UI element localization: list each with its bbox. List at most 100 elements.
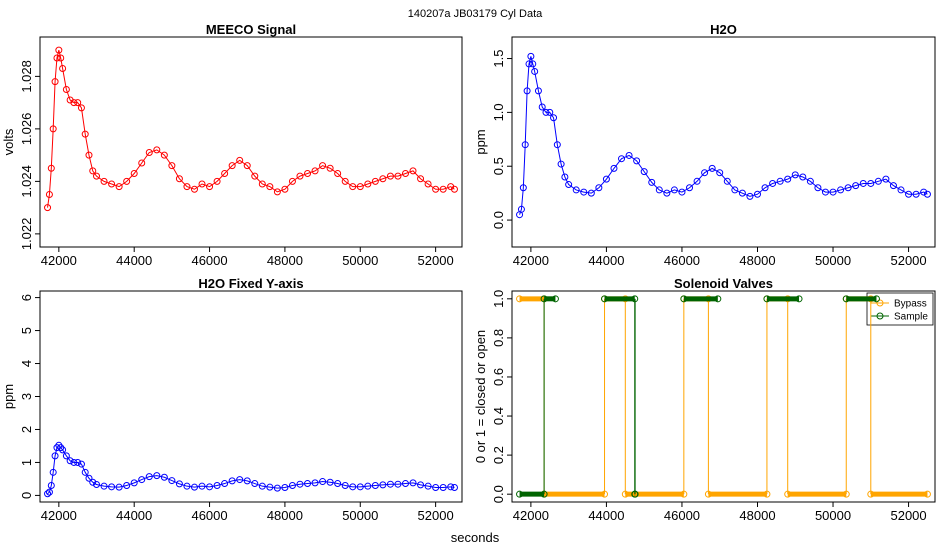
data-point	[527, 52, 535, 60]
data-point	[44, 490, 52, 498]
data-point	[74, 99, 82, 107]
data-point	[81, 468, 89, 476]
panel-solenoid-valves: Solenoid Valves 0 or 1 = closed or open …	[473, 276, 936, 523]
data-point	[62, 452, 70, 460]
data-point	[432, 185, 440, 193]
data-point	[160, 473, 168, 481]
data-point	[243, 162, 251, 170]
data-point	[206, 483, 214, 491]
y-tick-label: 5	[19, 327, 34, 334]
data-point	[784, 175, 792, 183]
data-point	[746, 192, 754, 200]
x-tick-label: 52000	[418, 508, 454, 523]
data-point	[521, 141, 529, 149]
data-point	[625, 151, 633, 159]
series-line	[519, 56, 928, 215]
y-axis-label: volts	[1, 128, 16, 155]
data-point	[59, 65, 67, 72]
data-point	[867, 179, 875, 187]
x-tick-label: 48000	[267, 253, 303, 268]
panel-meeco-signal: MEECO Signal volts 42000 44000 46000 48000 5…	[1, 22, 463, 268]
data-point	[882, 175, 890, 183]
data-point	[221, 480, 229, 488]
data-point	[763, 295, 771, 303]
data-point	[523, 87, 531, 95]
data-point	[89, 167, 97, 175]
data-point	[557, 160, 565, 168]
data-point	[670, 186, 678, 194]
data-point	[93, 481, 101, 489]
x-tick-label: 50000	[815, 253, 851, 268]
data-point	[519, 184, 527, 192]
data-point	[525, 60, 533, 68]
data-point	[409, 167, 417, 175]
data-point	[304, 480, 312, 488]
data-point	[55, 441, 63, 449]
panel-title: H2O Fixed Y-axis	[198, 276, 303, 291]
data-point	[852, 182, 860, 190]
data-point	[432, 483, 440, 491]
x-tick-label: 46000	[664, 253, 700, 268]
x-tick-label: 46000	[191, 253, 227, 268]
data-point	[130, 479, 138, 487]
data-point	[296, 480, 304, 488]
y-tick-label: 0.6	[491, 368, 506, 386]
data-point	[145, 149, 153, 156]
data-point	[379, 481, 387, 489]
data-point	[175, 480, 183, 488]
data-point	[236, 156, 244, 164]
data-point	[905, 190, 913, 198]
data-point	[326, 164, 334, 172]
data-point	[77, 104, 85, 112]
data-point	[920, 188, 928, 196]
data-point	[371, 482, 379, 490]
data-point	[243, 477, 251, 485]
data-point	[356, 483, 364, 491]
data-point	[799, 173, 807, 181]
data-point	[550, 114, 558, 122]
panel-title: Solenoid Valves	[674, 276, 773, 291]
data-point	[251, 172, 259, 180]
data-point	[686, 184, 694, 192]
x-tick-label: 44000	[116, 253, 152, 268]
data-point	[417, 481, 425, 489]
data-point	[288, 177, 296, 185]
data-point	[334, 170, 342, 177]
data-point	[356, 183, 364, 191]
data-point	[516, 490, 524, 498]
x-tick-label: 46000	[191, 508, 227, 523]
data-point	[281, 483, 289, 491]
data-point	[417, 175, 425, 183]
x-tick-label: 50000	[342, 253, 378, 268]
y-tick-label: 1.028	[19, 60, 34, 93]
data-point	[85, 151, 93, 159]
plot-area	[44, 46, 458, 212]
data-point	[190, 483, 198, 491]
data-point	[680, 295, 688, 303]
data-point	[206, 183, 214, 191]
data-point	[531, 67, 539, 75]
data-point	[450, 185, 458, 193]
data-point	[708, 164, 716, 172]
plot-frame	[511, 36, 936, 248]
data-point	[341, 482, 349, 490]
data-point	[601, 295, 609, 303]
y-tick-label: 1.022	[19, 218, 34, 251]
legend-box	[866, 292, 934, 326]
data-point	[123, 177, 131, 185]
data-point	[47, 164, 55, 172]
data-point	[595, 184, 603, 192]
y-tick-label: 0.2	[491, 446, 506, 464]
data-point	[45, 191, 53, 198]
data-point	[55, 46, 63, 54]
data-point	[580, 188, 588, 196]
data-point	[319, 162, 327, 170]
y-tick-label: 0.5	[491, 157, 506, 175]
panel-h2o: H2O ppm 42000 44000 46000 48000 50000 52000 0.…	[473, 22, 936, 268]
data-point	[678, 188, 686, 196]
data-point	[304, 170, 312, 177]
y-tick-label: 1.024	[19, 165, 34, 198]
x-tick-label: 48000	[267, 508, 303, 523]
data-point	[311, 167, 319, 175]
